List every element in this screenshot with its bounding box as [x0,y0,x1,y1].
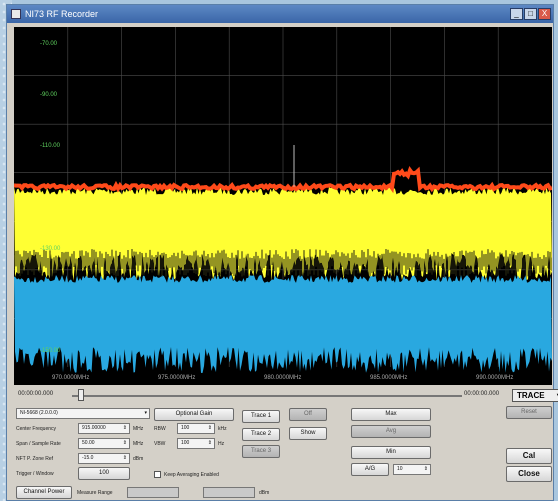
span-value: 50.00 [82,440,95,446]
ref-level-unit: dBm [133,456,144,462]
max-button[interactable]: Max [351,408,431,421]
trigger-label: Trigger / Window [16,471,54,477]
avg-button[interactable]: Avg [351,425,431,438]
freq-label-4: 985.0000MHz [370,375,407,381]
rbw-input[interactable]: 100 ⇕ [177,423,215,434]
show-button[interactable]: Show [289,427,327,440]
avg-trace-band [14,187,552,281]
span-label: Span / Sample Rate [16,441,61,447]
amp-label-1: -70.00 [40,41,58,47]
ref-level-label: NFT P. Zone Ref [16,456,54,462]
keep-averaging-label: Keep Averaging Enabled [164,472,219,478]
trace1-button[interactable]: Trace 1 [242,410,280,423]
rbw-label: RBW [154,426,166,432]
trace2-button[interactable]: Trace 2 [242,428,280,441]
span-input[interactable]: 50.00 ⇕ [78,438,130,449]
device-select[interactable]: NI-5668 (2.0.0.0) ▾ [16,408,150,419]
title-bar[interactable]: NI73 RF Recorder _ □ X [7,5,553,23]
freq-label-1: 970.0000MHz [52,375,89,381]
rbw-unit: kHz [218,426,227,432]
amp-label-2: -90.00 [40,92,58,98]
max-trace-line [14,165,552,194]
chevron-down-icon: ▾ [144,410,147,416]
measure-range-label: Measure Range [77,490,113,496]
center-freq-label: Center Frequency [16,426,57,432]
amp-label-3: -110.00 [40,143,61,149]
spinner-icon: ⇕ [122,425,127,431]
avg-count-value: 10 [397,466,403,472]
freq-label-2: 975.0000MHz [158,375,195,381]
spinner-icon: ⇕ [122,440,127,446]
center-freq-unit: MHz [133,426,144,432]
measure-range-start[interactable] [127,487,179,498]
freq-label-5: 990.0000MHz [476,375,513,381]
app-window: NI73 RF Recorder _ □ X -70.00 -90.00 -11… [6,4,558,501]
vbw-label: VBW [154,441,166,447]
spectrum-traces [14,145,552,373]
ref-level-value: -15.0 [82,455,94,461]
time-slider-track[interactable] [72,395,462,397]
close-button[interactable]: Close [506,466,552,482]
spinner-icon: ⇕ [423,466,428,472]
spectrum-plot[interactable]: -70.00 -90.00 -110.00 -130.00 -150.00 97… [14,27,552,385]
amp-label-5: -150.00 [40,348,61,354]
optional-gain-button[interactable]: Optional Gain [154,408,234,421]
freq-label-3: 980.0000MHz [264,375,301,381]
maximize-button[interactable]: □ [524,8,537,20]
off-button[interactable]: Off [289,408,327,421]
trigger-button[interactable]: 100 [78,467,130,480]
app-icon [11,9,21,19]
avg-mode-button[interactable]: A/G [351,463,389,476]
spinner-icon: ⇕ [207,440,212,446]
center-freq-value: 915.00000 [82,425,106,431]
spectrum-svg: -70.00 -90.00 -110.00 -130.00 -150.00 97… [14,27,552,381]
vbw-value: 100 [181,440,190,446]
span-end: 00:00:00.000 [464,391,500,397]
vbw-input[interactable]: 100 ⇕ [177,438,215,449]
center-freq-input[interactable]: 915.00000 ⇕ [78,423,130,434]
trace-select[interactable]: TRACE ▾ [512,389,558,402]
trace3-button[interactable]: Trace 3 [242,445,280,458]
close-window-button[interactable]: X [538,8,551,20]
span-row: 00:00:00.000 00:00:00.000 TRACE ▾ [14,389,558,403]
span-start: 00:00:00.000 [18,391,54,397]
amp-label-4: -130.00 [40,246,61,252]
chevron-down-icon: ▾ [557,390,558,401]
device-value: NI-5668 (2.0.0.0) [20,410,58,416]
time-slider-thumb[interactable] [78,389,84,401]
spinner-icon: ⇕ [207,425,212,431]
minimize-button[interactable]: _ [510,8,523,20]
ref-level-input[interactable]: -15.0 ⇕ [78,453,130,464]
trace-select-value: TRACE [517,391,545,400]
measure-unit: dBm [259,490,270,496]
avg-count-input[interactable]: 10 ⇕ [393,464,431,475]
spinner-icon: ⇕ [122,455,127,461]
min-button[interactable]: Min [351,446,431,459]
cal-button[interactable]: Cal [506,448,552,464]
keep-averaging-checkbox[interactable] [154,471,161,478]
vbw-unit: Hz [218,441,225,447]
span-unit: MHz [133,441,144,447]
rbw-value: 100 [181,425,190,431]
window-title: NI73 RF Recorder [25,9,99,19]
min-trace-band [14,275,552,373]
reset-button[interactable]: Reset [506,406,552,419]
channel-power-button[interactable]: Channel Power [16,486,72,499]
measure-range-end[interactable] [203,487,255,498]
